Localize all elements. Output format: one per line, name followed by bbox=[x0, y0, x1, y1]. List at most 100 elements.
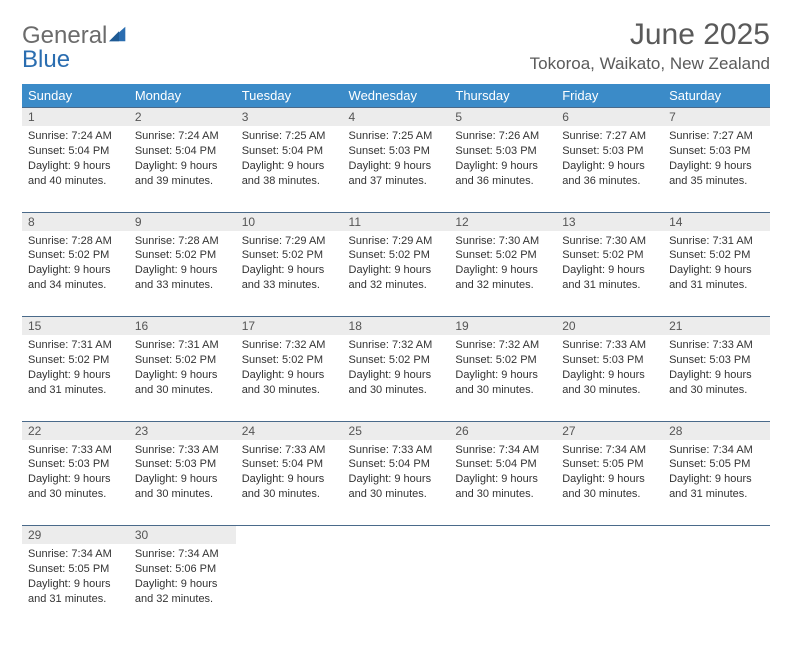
daylight-line: Daylight: 9 hours and 38 minutes. bbox=[242, 159, 337, 189]
logo-text-blue: Blue bbox=[22, 48, 129, 72]
day-cell: Sunrise: 7:31 AMSunset: 5:02 PMDaylight:… bbox=[129, 335, 236, 421]
weekday-header: Saturday bbox=[663, 84, 770, 108]
daylight-line: Daylight: 9 hours and 30 minutes. bbox=[349, 472, 444, 502]
sunset-line: Sunset: 5:06 PM bbox=[135, 562, 230, 577]
sunrise-line: Sunrise: 7:31 AM bbox=[28, 338, 123, 353]
day-cell: Sunrise: 7:29 AMSunset: 5:02 PMDaylight:… bbox=[236, 231, 343, 317]
day-cell: Sunrise: 7:28 AMSunset: 5:02 PMDaylight:… bbox=[129, 231, 236, 317]
sunset-line: Sunset: 5:02 PM bbox=[455, 353, 550, 368]
day-number: 19 bbox=[449, 317, 556, 336]
sunset-line: Sunset: 5:03 PM bbox=[669, 353, 764, 368]
day-cell: Sunrise: 7:32 AMSunset: 5:02 PMDaylight:… bbox=[449, 335, 556, 421]
day-cell: Sunrise: 7:34 AMSunset: 5:04 PMDaylight:… bbox=[449, 440, 556, 526]
day-content-row: Sunrise: 7:31 AMSunset: 5:02 PMDaylight:… bbox=[22, 335, 770, 421]
daylight-line: Daylight: 9 hours and 33 minutes. bbox=[135, 263, 230, 293]
empty-cell bbox=[236, 526, 343, 545]
sunrise-line: Sunrise: 7:33 AM bbox=[349, 443, 444, 458]
day-cell: Sunrise: 7:26 AMSunset: 5:03 PMDaylight:… bbox=[449, 126, 556, 212]
sunset-line: Sunset: 5:04 PM bbox=[135, 144, 230, 159]
empty-cell bbox=[556, 526, 663, 545]
sunrise-line: Sunrise: 7:33 AM bbox=[242, 443, 337, 458]
sunrise-line: Sunrise: 7:31 AM bbox=[135, 338, 230, 353]
sunset-line: Sunset: 5:05 PM bbox=[28, 562, 123, 577]
day-number: 2 bbox=[129, 108, 236, 127]
day-number: 12 bbox=[449, 212, 556, 231]
daylight-line: Daylight: 9 hours and 31 minutes. bbox=[669, 263, 764, 293]
daylight-line: Daylight: 9 hours and 32 minutes. bbox=[455, 263, 550, 293]
sunrise-line: Sunrise: 7:33 AM bbox=[28, 443, 123, 458]
daylight-line: Daylight: 9 hours and 30 minutes. bbox=[562, 368, 657, 398]
day-number: 21 bbox=[663, 317, 770, 336]
day-number: 9 bbox=[129, 212, 236, 231]
sunset-line: Sunset: 5:02 PM bbox=[242, 353, 337, 368]
day-cell: Sunrise: 7:33 AMSunset: 5:03 PMDaylight:… bbox=[663, 335, 770, 421]
sunset-line: Sunset: 5:02 PM bbox=[349, 248, 444, 263]
sunset-line: Sunset: 5:05 PM bbox=[669, 457, 764, 472]
day-cell: Sunrise: 7:24 AMSunset: 5:04 PMDaylight:… bbox=[129, 126, 236, 212]
day-number: 15 bbox=[22, 317, 129, 336]
daylight-line: Daylight: 9 hours and 30 minutes. bbox=[455, 472, 550, 502]
sunset-line: Sunset: 5:04 PM bbox=[455, 457, 550, 472]
day-number-row: 891011121314 bbox=[22, 212, 770, 231]
day-number: 17 bbox=[236, 317, 343, 336]
sunrise-line: Sunrise: 7:28 AM bbox=[135, 234, 230, 249]
day-cell: Sunrise: 7:33 AMSunset: 5:03 PMDaylight:… bbox=[556, 335, 663, 421]
daylight-line: Daylight: 9 hours and 36 minutes. bbox=[455, 159, 550, 189]
day-cell: Sunrise: 7:30 AMSunset: 5:02 PMDaylight:… bbox=[556, 231, 663, 317]
day-cell: Sunrise: 7:31 AMSunset: 5:02 PMDaylight:… bbox=[22, 335, 129, 421]
sunset-line: Sunset: 5:03 PM bbox=[562, 353, 657, 368]
day-number: 16 bbox=[129, 317, 236, 336]
title-block: June 2025 Tokoroa, Waikato, New Zealand bbox=[530, 18, 770, 74]
day-number: 1 bbox=[22, 108, 129, 127]
header: GeneralBlue June 2025 Tokoroa, Waikato, … bbox=[22, 18, 770, 74]
day-cell: Sunrise: 7:25 AMSunset: 5:03 PMDaylight:… bbox=[343, 126, 450, 212]
sunset-line: Sunset: 5:02 PM bbox=[455, 248, 550, 263]
day-cell: Sunrise: 7:33 AMSunset: 5:04 PMDaylight:… bbox=[343, 440, 450, 526]
weekday-header: Tuesday bbox=[236, 84, 343, 108]
day-number: 4 bbox=[343, 108, 450, 127]
day-cell: Sunrise: 7:28 AMSunset: 5:02 PMDaylight:… bbox=[22, 231, 129, 317]
day-number-row: 2930 bbox=[22, 526, 770, 545]
sunrise-line: Sunrise: 7:33 AM bbox=[562, 338, 657, 353]
day-content-row: Sunrise: 7:34 AMSunset: 5:05 PMDaylight:… bbox=[22, 544, 770, 630]
sunset-line: Sunset: 5:02 PM bbox=[669, 248, 764, 263]
sunrise-line: Sunrise: 7:32 AM bbox=[455, 338, 550, 353]
daylight-line: Daylight: 9 hours and 30 minutes. bbox=[669, 368, 764, 398]
daylight-line: Daylight: 9 hours and 30 minutes. bbox=[242, 472, 337, 502]
day-number: 29 bbox=[22, 526, 129, 545]
day-number-row: 1234567 bbox=[22, 108, 770, 127]
day-number: 7 bbox=[663, 108, 770, 127]
weekday-header-row: SundayMondayTuesdayWednesdayThursdayFrid… bbox=[22, 84, 770, 108]
daylight-line: Daylight: 9 hours and 30 minutes. bbox=[135, 472, 230, 502]
day-cell: Sunrise: 7:32 AMSunset: 5:02 PMDaylight:… bbox=[343, 335, 450, 421]
day-cell: Sunrise: 7:27 AMSunset: 5:03 PMDaylight:… bbox=[556, 126, 663, 212]
empty-cell bbox=[343, 544, 450, 630]
daylight-line: Daylight: 9 hours and 31 minutes. bbox=[562, 263, 657, 293]
sunrise-line: Sunrise: 7:30 AM bbox=[455, 234, 550, 249]
sunrise-line: Sunrise: 7:32 AM bbox=[242, 338, 337, 353]
sunset-line: Sunset: 5:02 PM bbox=[135, 353, 230, 368]
day-cell: Sunrise: 7:34 AMSunset: 5:05 PMDaylight:… bbox=[663, 440, 770, 526]
daylight-line: Daylight: 9 hours and 39 minutes. bbox=[135, 159, 230, 189]
weekday-header: Friday bbox=[556, 84, 663, 108]
daylight-line: Daylight: 9 hours and 30 minutes. bbox=[562, 472, 657, 502]
daylight-line: Daylight: 9 hours and 30 minutes. bbox=[135, 368, 230, 398]
sunset-line: Sunset: 5:02 PM bbox=[562, 248, 657, 263]
day-number: 10 bbox=[236, 212, 343, 231]
sunset-line: Sunset: 5:02 PM bbox=[135, 248, 230, 263]
empty-cell bbox=[343, 526, 450, 545]
sunset-line: Sunset: 5:03 PM bbox=[28, 457, 123, 472]
sunset-line: Sunset: 5:04 PM bbox=[349, 457, 444, 472]
sunrise-line: Sunrise: 7:24 AM bbox=[135, 129, 230, 144]
day-cell: Sunrise: 7:24 AMSunset: 5:04 PMDaylight:… bbox=[22, 126, 129, 212]
sunrise-line: Sunrise: 7:32 AM bbox=[349, 338, 444, 353]
day-number: 6 bbox=[556, 108, 663, 127]
day-number: 28 bbox=[663, 421, 770, 440]
day-cell: Sunrise: 7:33 AMSunset: 5:03 PMDaylight:… bbox=[22, 440, 129, 526]
daylight-line: Daylight: 9 hours and 35 minutes. bbox=[669, 159, 764, 189]
daylight-line: Daylight: 9 hours and 31 minutes. bbox=[28, 577, 123, 607]
day-number-row: 22232425262728 bbox=[22, 421, 770, 440]
day-content-row: Sunrise: 7:33 AMSunset: 5:03 PMDaylight:… bbox=[22, 440, 770, 526]
logo: GeneralBlue bbox=[22, 18, 129, 72]
daylight-line: Daylight: 9 hours and 30 minutes. bbox=[28, 472, 123, 502]
